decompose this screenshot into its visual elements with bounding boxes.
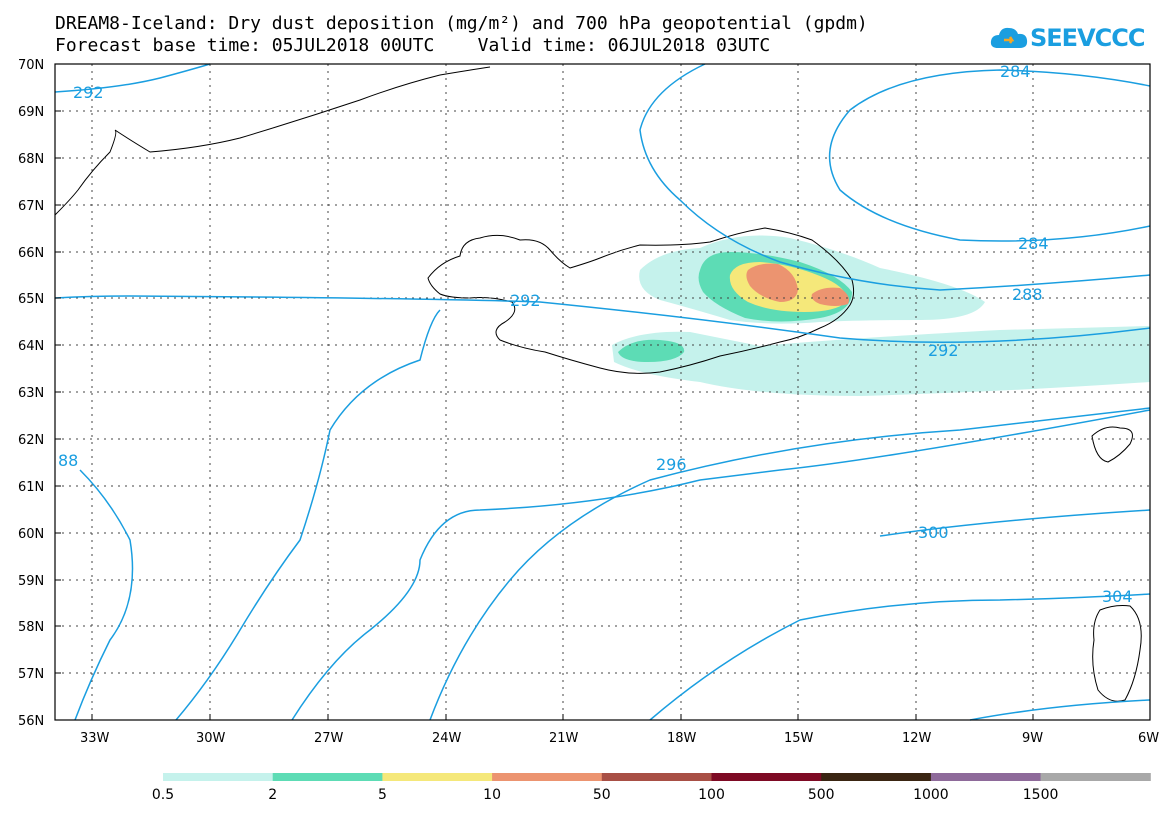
colorbar-label: 1500 (1023, 787, 1059, 803)
map-title: DREAM8-Iceland: Dry dust deposition (mg/… (55, 13, 868, 34)
contour-labels: 292 284 284 288 292 292 296 300 304 88 (58, 62, 1133, 606)
lon-label: 6W (1138, 731, 1159, 746)
dust-deposition-shading (612, 235, 1150, 396)
graticule (55, 64, 1150, 720)
contour-label: 292 (510, 291, 541, 310)
colorbar-label: 500 (808, 787, 835, 803)
contour-label: 292 (73, 83, 104, 102)
contour-label: 284 (1018, 234, 1049, 253)
colorbar-label: 100 (698, 787, 725, 803)
lat-label: 67N (18, 199, 44, 214)
lat-label: 62N (18, 433, 44, 448)
colorbar-swatch (382, 773, 493, 781)
contour-label: 88 (58, 451, 78, 470)
lon-label: 21W (549, 731, 579, 746)
lat-label: 64N (18, 339, 44, 354)
lat-label: 68N (18, 152, 44, 167)
colorbar-swatch (711, 773, 822, 781)
seevccc-logo: SEEVCCC (990, 22, 1160, 56)
colorbar-label: 0.5 (152, 787, 174, 803)
colorbar-swatch (163, 773, 274, 781)
lon-label: 15W (784, 731, 814, 746)
lat-label: 65N (18, 292, 44, 307)
lat-label: 56N (18, 714, 44, 729)
lat-label: 69N (18, 105, 44, 120)
lat-labels: 70N 69N 68N 67N 66N 65N 64N 63N 62N 61N … (18, 58, 44, 729)
lon-label: 18W (667, 731, 697, 746)
colorbar-swatch (492, 773, 603, 781)
colorbar-swatch (821, 773, 932, 781)
lat-label: 59N (18, 574, 44, 589)
lon-label: 33W (80, 731, 110, 746)
contour-label: 296 (656, 455, 687, 474)
lat-label: 57N (18, 667, 44, 682)
lat-label: 70N (18, 58, 44, 73)
lat-ticks (55, 63, 61, 721)
contour-label: 300 (918, 523, 949, 542)
colorbar-label: 5 (378, 787, 387, 803)
colorbar-swatch (601, 773, 712, 781)
lon-labels: 33W 30W 27W 24W 21W 18W 15W 12W 9W 6W (80, 731, 1159, 746)
contour-label: 288 (1012, 285, 1043, 304)
lon-label: 9W (1022, 731, 1043, 746)
colorbar-label: 1000 (913, 787, 949, 803)
lon-label: 24W (432, 731, 462, 746)
colorbar-label: 2 (268, 787, 277, 803)
colorbar-swatch (930, 773, 1042, 781)
lat-label: 61N (18, 480, 44, 495)
cloud-icon (990, 27, 1028, 48)
colorbar-label: 50 (593, 787, 611, 803)
colorbar-swatch (272, 773, 383, 781)
lon-label: 27W (314, 731, 344, 746)
colorbar-label: 10 (483, 787, 501, 803)
lat-label: 66N (18, 246, 44, 261)
lat-label: 63N (18, 386, 44, 401)
geopotential-contours (54, 63, 1151, 721)
forecast-times: Forecast base time: 05JUL2018 00UTC Vali… (55, 35, 771, 56)
logo-text: SEEVCCC (1030, 24, 1145, 52)
contour-label: 284 (1000, 62, 1031, 81)
colorbar-swatch (1040, 773, 1151, 781)
lat-label: 58N (18, 620, 44, 635)
contour-label: 304 (1102, 587, 1133, 606)
coastlines (54, 66, 1142, 702)
lon-label: 12W (902, 731, 932, 746)
lat-label: 60N (18, 527, 44, 542)
colorbar: 0.5 2 5 10 50 100 500 1000 1500 (152, 773, 1151, 803)
lon-label: 30W (196, 731, 226, 746)
lon-ticks (91, 714, 1034, 720)
contour-label: 292 (928, 341, 959, 360)
